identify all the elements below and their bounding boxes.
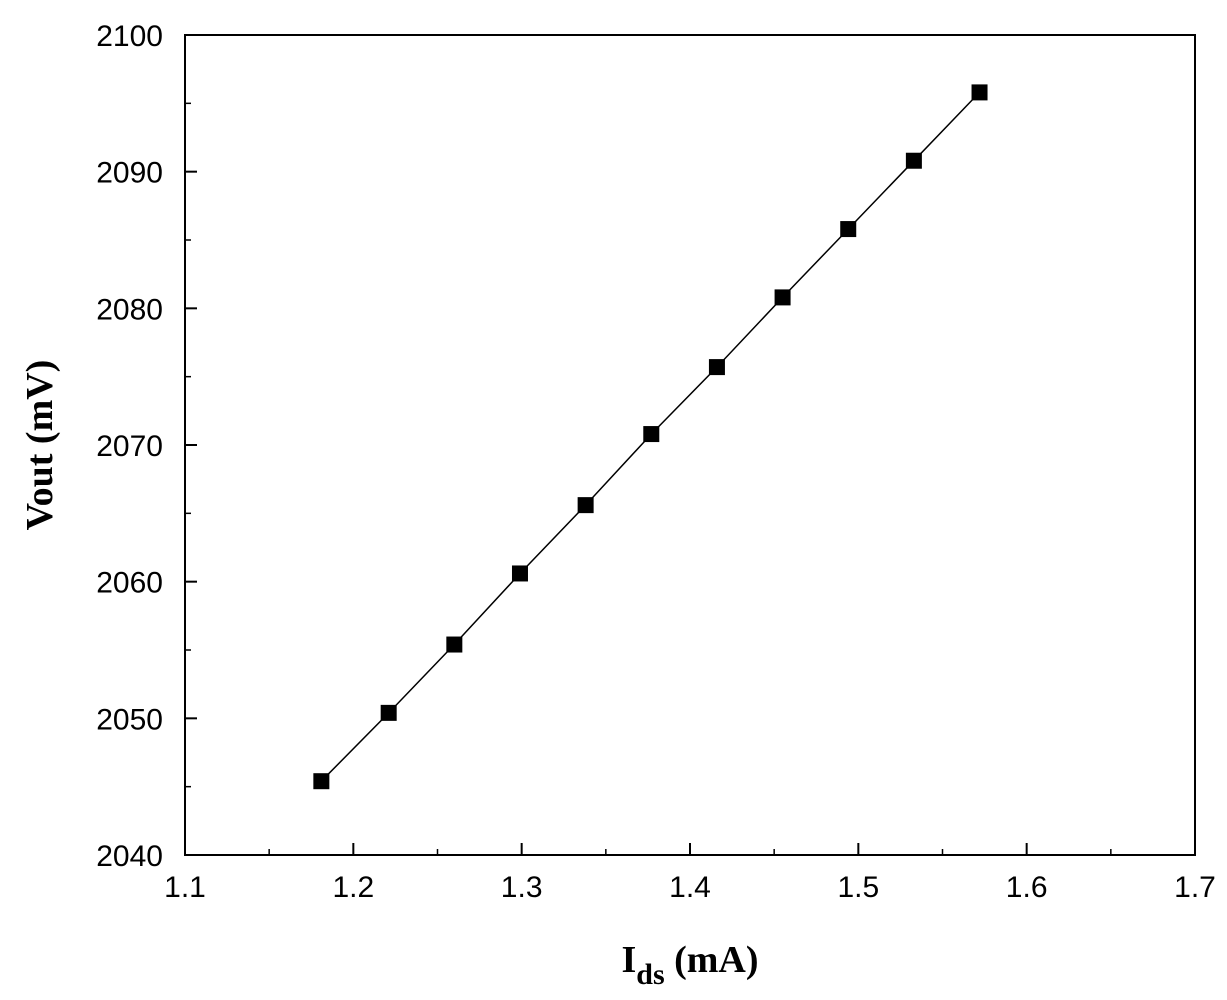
series-layer: [313, 84, 988, 790]
data-point: [380, 704, 397, 721]
data-point: [446, 636, 463, 653]
y-tick-label: 2090: [96, 157, 163, 190]
x-axis-title-unit: (mA): [665, 939, 759, 981]
x-axis-title-main: I: [621, 939, 636, 981]
x-tick-label: 1.5: [837, 871, 879, 904]
x-axis: 1.1 1.2 1.3 1.4 1.5 1.6 1.7: [164, 843, 1216, 904]
data-point: [643, 426, 660, 443]
x-axis-title: Ids (mA): [621, 939, 758, 991]
data-point: [971, 84, 988, 101]
x-tick-label: 1.3: [501, 871, 543, 904]
x-tick-label: 1.4: [669, 871, 711, 904]
y-axis-title: Vout (mV): [19, 360, 61, 531]
plot-area-border: [184, 34, 1196, 856]
y-tick-label: 2080: [96, 293, 163, 326]
x-axis-title-subscript: ds: [636, 958, 664, 991]
data-point: [313, 773, 330, 790]
data-point: [577, 497, 594, 514]
data-point: [840, 221, 857, 238]
y-tick-label: 2060: [96, 567, 163, 600]
data-point: [511, 565, 528, 582]
y-axis: 2040 2050 2060 2070 2080 2090 2100: [96, 20, 197, 873]
data-point: [905, 152, 922, 169]
x-tick-label: 1.6: [1006, 871, 1048, 904]
plot-frame: [184, 34, 1196, 856]
x-tick-label: 1.1: [164, 871, 206, 904]
data-point: [774, 289, 791, 306]
x-tick-label: 1.7: [1174, 871, 1216, 904]
x-tick-label: 1.2: [332, 871, 374, 904]
y-tick-label: 2070: [96, 430, 163, 463]
data-point: [708, 359, 725, 376]
y-tick-label: 2040: [96, 840, 163, 873]
y-tick-label: 2100: [96, 20, 163, 53]
y-tick-label: 2050: [96, 703, 163, 736]
